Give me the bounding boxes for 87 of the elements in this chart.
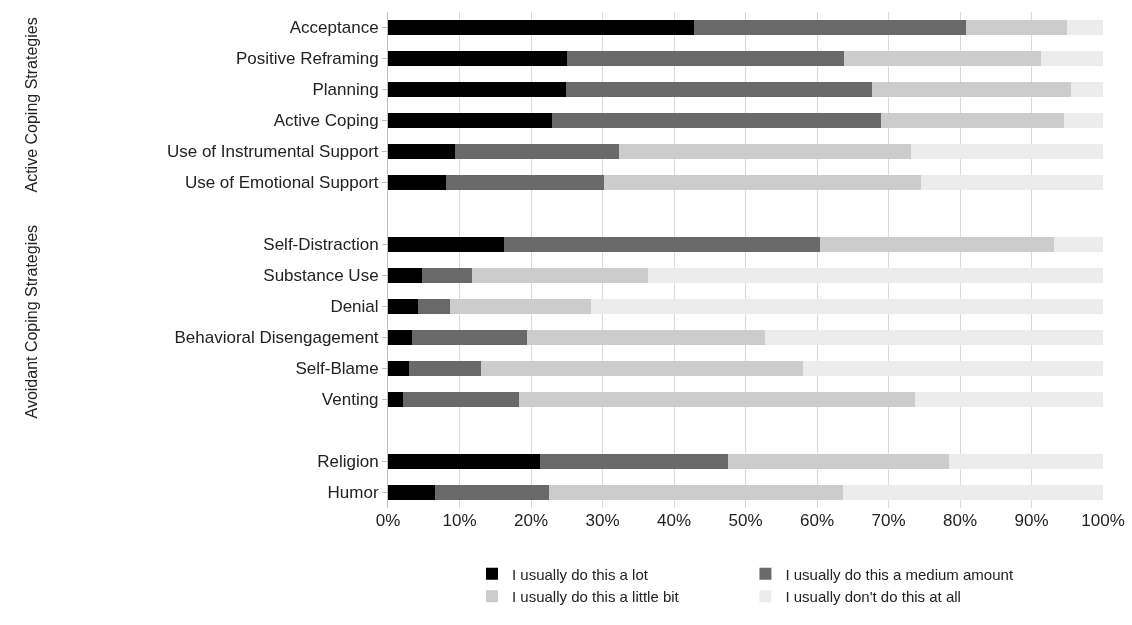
bar <box>409 360 481 377</box>
bar <box>411 329 528 346</box>
x-tick-label: 80% <box>942 511 978 530</box>
x-tick-label: 60% <box>799 511 835 530</box>
bar <box>503 236 820 253</box>
bar <box>948 453 1103 470</box>
y-tick-label: Planning <box>312 80 379 100</box>
bar <box>802 360 1103 377</box>
y-tick-label: Denial <box>330 297 379 317</box>
y-tick-label: Use of Emotional Support <box>184 173 379 193</box>
bar <box>872 81 1071 98</box>
bar <box>694 19 966 36</box>
bar <box>844 50 1041 67</box>
bar <box>421 267 472 284</box>
bar <box>921 174 1103 191</box>
legend-label: I usually do this a medium amount <box>785 565 1014 583</box>
bar <box>388 112 553 129</box>
bar <box>527 329 765 346</box>
x-tick-label: 40% <box>656 511 692 530</box>
bar <box>435 484 549 501</box>
bar <box>445 174 604 191</box>
bar <box>1064 112 1103 129</box>
y-tick-label: Self-Blame <box>295 359 379 379</box>
bar <box>518 391 915 408</box>
bar <box>388 19 695 36</box>
y-tick-label: Substance Use <box>263 266 379 286</box>
x-tick-label: 100% <box>1081 511 1125 530</box>
x-tick-label: 50% <box>728 511 763 530</box>
bar <box>819 236 1054 253</box>
bar <box>540 453 729 470</box>
bar <box>1067 19 1103 36</box>
bar <box>454 143 619 160</box>
legend-label: I usually do this a little bit <box>512 588 680 606</box>
bar <box>388 329 412 346</box>
bar <box>471 267 648 284</box>
text: Avoidant Coping Strategies <box>22 224 40 419</box>
bar <box>450 298 592 315</box>
bar <box>388 453 541 470</box>
bar <box>1070 81 1103 98</box>
bar <box>603 174 922 191</box>
y-tick-label: Use of Instrumental Support <box>166 142 379 162</box>
y-tick-label: Humor <box>327 483 379 503</box>
y-tick-label: Active Coping <box>273 111 379 131</box>
bar <box>910 143 1103 160</box>
bar <box>914 391 1103 408</box>
bar <box>880 112 1065 129</box>
bar <box>843 484 1103 501</box>
bar <box>403 391 519 408</box>
bar <box>480 360 803 377</box>
bar <box>618 143 911 160</box>
bar <box>728 453 949 470</box>
y-tick-label: Venting <box>321 390 379 410</box>
bar <box>591 298 1103 315</box>
y-tick-label: Positive Reframing <box>235 49 379 69</box>
bar <box>388 174 446 191</box>
x-tick-label: 90% <box>1014 511 1049 530</box>
bar <box>1040 50 1103 67</box>
legend-label: I usually do this a lot <box>512 565 649 583</box>
y-tick-label: Acceptance <box>289 18 379 38</box>
x-tick-label: 30% <box>585 511 620 530</box>
bar <box>388 267 422 284</box>
bar <box>388 236 504 253</box>
y-tick-label: Self-Distraction <box>263 235 379 255</box>
bar <box>418 298 451 315</box>
bar <box>388 298 419 315</box>
bar <box>567 50 845 67</box>
bar <box>566 81 873 98</box>
bar <box>388 143 455 160</box>
bar <box>552 112 881 129</box>
bar <box>764 329 1103 346</box>
y-tick-label: Religion <box>317 452 379 472</box>
bar <box>388 81 567 98</box>
x-tick-label: 0% <box>375 511 401 530</box>
text: Active Coping Strategies <box>22 17 40 193</box>
x-tick-label: 20% <box>513 511 549 530</box>
bar <box>965 19 1068 36</box>
y-tick-label: Behavioral Disengagement <box>174 328 379 348</box>
x-tick-label: 70% <box>871 511 906 530</box>
bar <box>388 391 404 408</box>
bar <box>1053 236 1103 253</box>
legend-label: I usually don't do this at all <box>785 588 961 606</box>
bar <box>548 484 844 501</box>
bar <box>388 484 436 501</box>
bar <box>647 267 1103 284</box>
bar <box>388 50 568 67</box>
x-tick-label: 10% <box>442 511 477 530</box>
bar <box>388 360 410 377</box>
